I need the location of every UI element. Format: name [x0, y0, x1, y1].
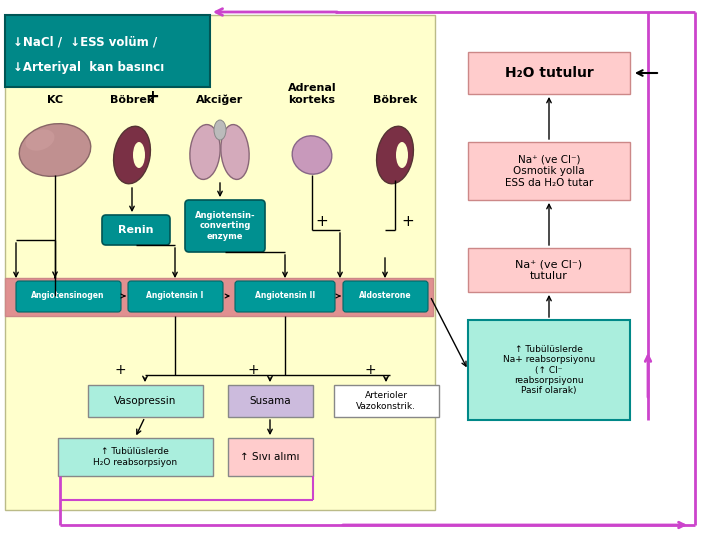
Bar	[468, 142, 630, 200]
FancyBboxPatch shape	[235, 281, 335, 312]
Text: KC: KC	[47, 95, 63, 105]
Text: Renin: Renin	[118, 225, 154, 235]
Text: +: +	[402, 214, 415, 230]
Text: Adrenal
korteks: Adrenal korteks	[288, 83, 336, 105]
Text: Akciğer: Akciğer	[197, 94, 243, 105]
Text: Angiotensin I: Angiotensin I	[146, 292, 204, 300]
Ellipse shape	[25, 129, 55, 151]
FancyBboxPatch shape	[343, 281, 428, 312]
Text: Angiotensinogen: Angiotensinogen	[31, 292, 104, 300]
Ellipse shape	[214, 120, 226, 140]
Bar	[468, 52, 630, 94]
Text: ↑ Tubülüslerde
Na+ reabsorpsiyonu
(↑ Cl⁻
reabsorpsiyonu
Pasif olarak): ↑ Tubülüslerde Na+ reabsorpsiyonu (↑ Cl⁻…	[503, 345, 595, 395]
Bar	[228, 385, 313, 417]
Bar	[5, 15, 210, 87]
Ellipse shape	[396, 142, 408, 168]
Ellipse shape	[114, 126, 150, 184]
Text: +: +	[114, 363, 126, 377]
Ellipse shape	[133, 142, 145, 168]
Text: Böbrek: Böbrek	[110, 95, 154, 105]
Ellipse shape	[221, 125, 249, 179]
Text: Böbrek: Böbrek	[373, 95, 417, 105]
Ellipse shape	[292, 136, 332, 174]
Bar	[5, 278, 433, 316]
Text: Na⁺ (ve Cl⁻)
tutulur: Na⁺ (ve Cl⁻) tutulur	[516, 259, 582, 281]
Text: Aldosterone: Aldosterone	[359, 292, 411, 300]
FancyBboxPatch shape	[102, 215, 170, 245]
Text: ↓NaCl /  ↓ESS volüm /: ↓NaCl / ↓ESS volüm /	[13, 36, 157, 49]
Ellipse shape	[190, 125, 220, 179]
Text: H₂O tutulur: H₂O tutulur	[505, 66, 593, 80]
Text: Angiotensin II: Angiotensin II	[255, 292, 315, 300]
Text: ↑ Sıvı alımı: ↑ Sıvı alımı	[240, 452, 300, 462]
Text: Susama: Susama	[249, 396, 291, 406]
FancyBboxPatch shape	[128, 281, 223, 312]
Bar	[468, 248, 630, 292]
Text: Na⁺ (ve Cl⁻)
Osmotik yolla
ESS da H₂O tutar: Na⁺ (ve Cl⁻) Osmotik yolla ESS da H₂O tu…	[505, 154, 593, 187]
Text: +: +	[145, 88, 159, 106]
Text: +: +	[247, 363, 258, 377]
Text: ↑ Tubülüslerde
H₂O reabsorpsiyon: ↑ Tubülüslerde H₂O reabsorpsiyon	[93, 447, 177, 467]
Text: Vasopressin: Vasopressin	[114, 396, 176, 406]
Bar	[5, 15, 435, 510]
Bar	[58, 438, 213, 476]
Text: Angiotensin-
converting
enzyme: Angiotensin- converting enzyme	[194, 211, 256, 241]
Bar	[228, 438, 313, 476]
Bar	[334, 385, 439, 417]
Bar	[468, 320, 630, 420]
Ellipse shape	[19, 124, 91, 177]
Text: ↓Arteriyal  kan basıncı: ↓Arteriyal kan basıncı	[13, 62, 164, 75]
FancyBboxPatch shape	[16, 281, 121, 312]
Ellipse shape	[377, 126, 413, 184]
Text: +: +	[315, 214, 328, 230]
FancyBboxPatch shape	[185, 200, 265, 252]
Text: +: +	[364, 363, 376, 377]
Bar	[88, 385, 203, 417]
Text: Arterioler
Vazokonstrik.: Arterioler Vazokonstrik.	[356, 392, 416, 411]
